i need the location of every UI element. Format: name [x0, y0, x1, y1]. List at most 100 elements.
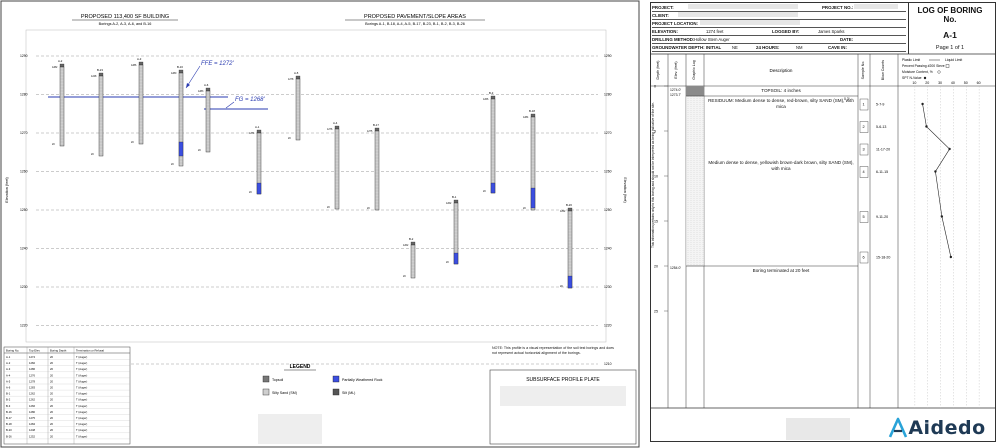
depth-tick: 20: [654, 265, 658, 269]
boring-column-elev: 1262: [403, 244, 409, 247]
summary-cell: T (Auger): [76, 386, 87, 390]
legend-silt-label: Silt (ML): [342, 391, 355, 395]
sample-box: [859, 166, 869, 178]
boring-column-id: B-17: [373, 123, 379, 127]
blow-count: 15-18-20: [876, 256, 890, 260]
summary-header-termination: Termination or Refusal: [76, 349, 104, 353]
summary-cell: T (Auger): [76, 398, 87, 402]
sample-number: 4: [863, 170, 865, 174]
boring-log-body: Depth (feet) Elev. (feet) Graphic Log De…: [650, 53, 996, 409]
legend-silty-sand-label: Silty Sand (SM): [272, 391, 297, 395]
legend-pwr-swatch: [332, 375, 340, 383]
sample-row: 2 5-6-13: [859, 121, 886, 133]
summary-cell: 1276: [29, 373, 35, 377]
sample-row: 4 6-11-15: [859, 166, 888, 178]
col-description: Description: [770, 68, 793, 73]
boring-column-elev: 1248: [91, 75, 97, 78]
depth-tick: 10: [654, 175, 658, 179]
groundwater-initial: NE: [732, 45, 738, 50]
topsoil-band: [334, 125, 340, 130]
left-elevation-tick: 1240: [20, 247, 28, 251]
sample-box: [859, 251, 869, 264]
summary-row: A-1 1274 20 T (Auger): [4, 355, 130, 360]
summary-cell: T (Auger): [76, 416, 87, 420]
summary-cell: 20: [50, 361, 53, 365]
chart-tick: 30: [938, 81, 942, 85]
right-elevation-ticks: 1290 1280 1270 1260 1250 1240 1230 1220 1210: [604, 54, 612, 366]
boring-column-id: B-23: [97, 68, 103, 72]
boring-column-depth: 20: [171, 163, 174, 166]
right-axis-label: Elevation (feet): [623, 177, 627, 203]
sample-number: 6: [863, 256, 865, 260]
sample-box: [859, 98, 869, 111]
summary-cell: B-18: [6, 422, 12, 426]
summary-cell: 1284: [29, 422, 35, 426]
col-elev: Elev. (feet): [674, 61, 678, 78]
summary-cell: T (Auger): [76, 410, 87, 414]
project-no-label: PROJECT NO.:: [822, 5, 854, 10]
topsoil-band: [374, 127, 380, 132]
summary-cell: 1283: [29, 386, 35, 390]
legend-silt-swatch: [332, 388, 340, 396]
boring-column-id: A-1: [255, 125, 260, 129]
pwr-band: [567, 275, 573, 289]
col-depth: Depth (feet): [656, 61, 660, 80]
topsoil-band: [453, 199, 459, 204]
chart-tick: 20: [925, 81, 929, 85]
legend-moisture: Moisture Content, %: [902, 70, 933, 74]
boring-column-depth: 20: [483, 190, 486, 193]
blow-count: 11-17-20: [876, 148, 890, 152]
right-elevation-tick: 1230: [604, 285, 612, 289]
brand-name: Aidedo: [908, 417, 986, 439]
legend-silty-sand-swatch: [262, 388, 270, 396]
boring-column-depth: 20: [249, 191, 252, 194]
boring-columns: A-2128220B-23124820A-3128620B-16128020A-…: [52, 57, 573, 289]
silty-sand-band: [205, 90, 211, 153]
summary-cell: T (Auger): [76, 434, 87, 438]
summary-cell: B-17: [6, 416, 12, 420]
chart-grid: [914, 86, 980, 408]
silty-sand-band: [178, 72, 184, 167]
silty-sand-band: [530, 116, 536, 211]
topsoil-band: [295, 75, 301, 80]
left-elevation-tick: 1270: [20, 131, 28, 135]
boring-column-id: B-1: [452, 195, 457, 199]
page-indicator: Page 1 of 1: [935, 45, 965, 51]
blow-count: 9-11-20: [876, 215, 888, 219]
blow-count: 5-6-13: [876, 125, 886, 129]
summary-cell: B-2: [6, 398, 11, 402]
right-elevation-tick: 1240: [604, 247, 612, 251]
topsoil-band: [59, 63, 65, 68]
brand-mark-icon: [889, 417, 908, 438]
ffe-label: FFE = 1272': [201, 61, 235, 67]
right-elevation-tick: 1260: [604, 170, 612, 174]
log-footer-redacted: [786, 418, 850, 440]
drilling-value: Hollow Stem Auger: [694, 37, 730, 42]
depth-tick: 25: [654, 310, 658, 314]
spt-point: [949, 255, 953, 259]
topsoil-band: [567, 207, 573, 212]
profile-drawing: 1290 1280 1270 1260 1250 1240 1230 1220 1210 129…: [0, 0, 640, 448]
summary-row: B-2 1262 20 T (Auger): [4, 398, 130, 403]
summary-cell: 20: [50, 392, 53, 396]
spt-point: [921, 102, 924, 106]
depth-mark-topsoil: 0.3': [844, 97, 850, 101]
chart-x-ticks: 10 20 30 40 50 60: [912, 81, 980, 85]
summary-header-depth: Boring Depth: [50, 349, 67, 353]
boring-column-id: B-2: [409, 237, 414, 241]
summary-cell: T (Auger): [76, 373, 87, 377]
summary-cell: 20: [50, 428, 53, 432]
topsoil-band: [490, 95, 496, 100]
left-elevation-tick: 1260: [20, 170, 28, 174]
sample-row: 1 5-7-9: [859, 98, 884, 111]
col-graphic: Graphic Log: [692, 60, 696, 80]
groundwater-24-value: NM: [796, 45, 803, 50]
boring-column-id: B-18: [529, 109, 535, 113]
elev-mark-topsoil: 1273.7': [670, 93, 681, 97]
boring-column-elev: 1276: [327, 128, 333, 131]
